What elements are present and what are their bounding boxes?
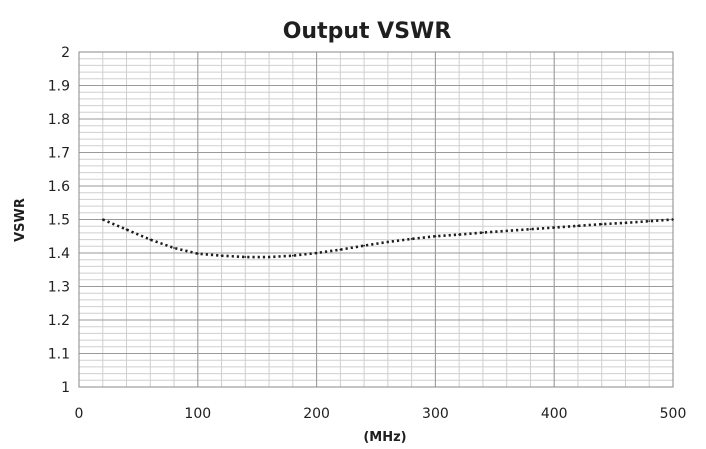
x-axis-label: (MHz) (363, 430, 406, 445)
data-point (577, 224, 579, 227)
major-grid (78, 51, 674, 388)
data-point (624, 221, 627, 224)
y-axis-label: VSWR (13, 198, 28, 242)
data-point (268, 256, 270, 258)
data-point (482, 231, 484, 234)
data-point (386, 241, 389, 243)
data-point (101, 218, 104, 221)
y-tick-label: 1.5 (48, 213, 70, 229)
data-point (244, 256, 247, 258)
y-tick-label: 1.2 (48, 313, 70, 329)
x-tick-label: 200 (303, 406, 330, 422)
data-point (505, 229, 508, 232)
y-tick-label: 2 (61, 45, 70, 61)
data-point (125, 228, 128, 231)
data-point (410, 238, 413, 240)
y-tick-label: 1.6 (48, 179, 70, 195)
data-point (529, 228, 532, 231)
x-tick-label: 500 (660, 406, 687, 422)
y-tick-label: 1.7 (48, 146, 70, 162)
data-point (173, 247, 175, 249)
data-point (648, 220, 651, 223)
y-tick-label: 1.1 (48, 347, 70, 363)
x-tick-label: 0 (75, 406, 84, 422)
data-point (363, 244, 366, 247)
x-axis-ticks: 0 100 200 300 400 500 (75, 406, 687, 422)
x-tick-label: 400 (541, 406, 568, 422)
data-point (315, 252, 318, 254)
data-point (672, 218, 674, 221)
data-point (553, 226, 556, 229)
series-vswr (101, 218, 674, 259)
y-tick-label: 1.8 (48, 112, 70, 128)
data-point (196, 252, 199, 255)
data-point (149, 238, 152, 241)
y-tick-label: 1.3 (48, 280, 70, 296)
data-point (220, 254, 223, 257)
y-tick-label: 1.4 (48, 246, 70, 262)
data-point (458, 233, 461, 236)
data-point (434, 235, 437, 238)
y-tick-label: 1.9 (48, 79, 70, 95)
data-point (600, 223, 603, 226)
y-tick-label: 1 (61, 380, 70, 396)
data-point (291, 254, 294, 257)
data-point (339, 248, 342, 251)
x-tick-label: 300 (422, 406, 449, 422)
y-axis-ticks: 1 1.1 1.2 1.3 1.4 1.5 1.6 1.7 1.8 1.9 2 (48, 45, 70, 396)
chart-title: Output VSWR (283, 19, 452, 44)
x-tick-label: 100 (184, 406, 211, 422)
